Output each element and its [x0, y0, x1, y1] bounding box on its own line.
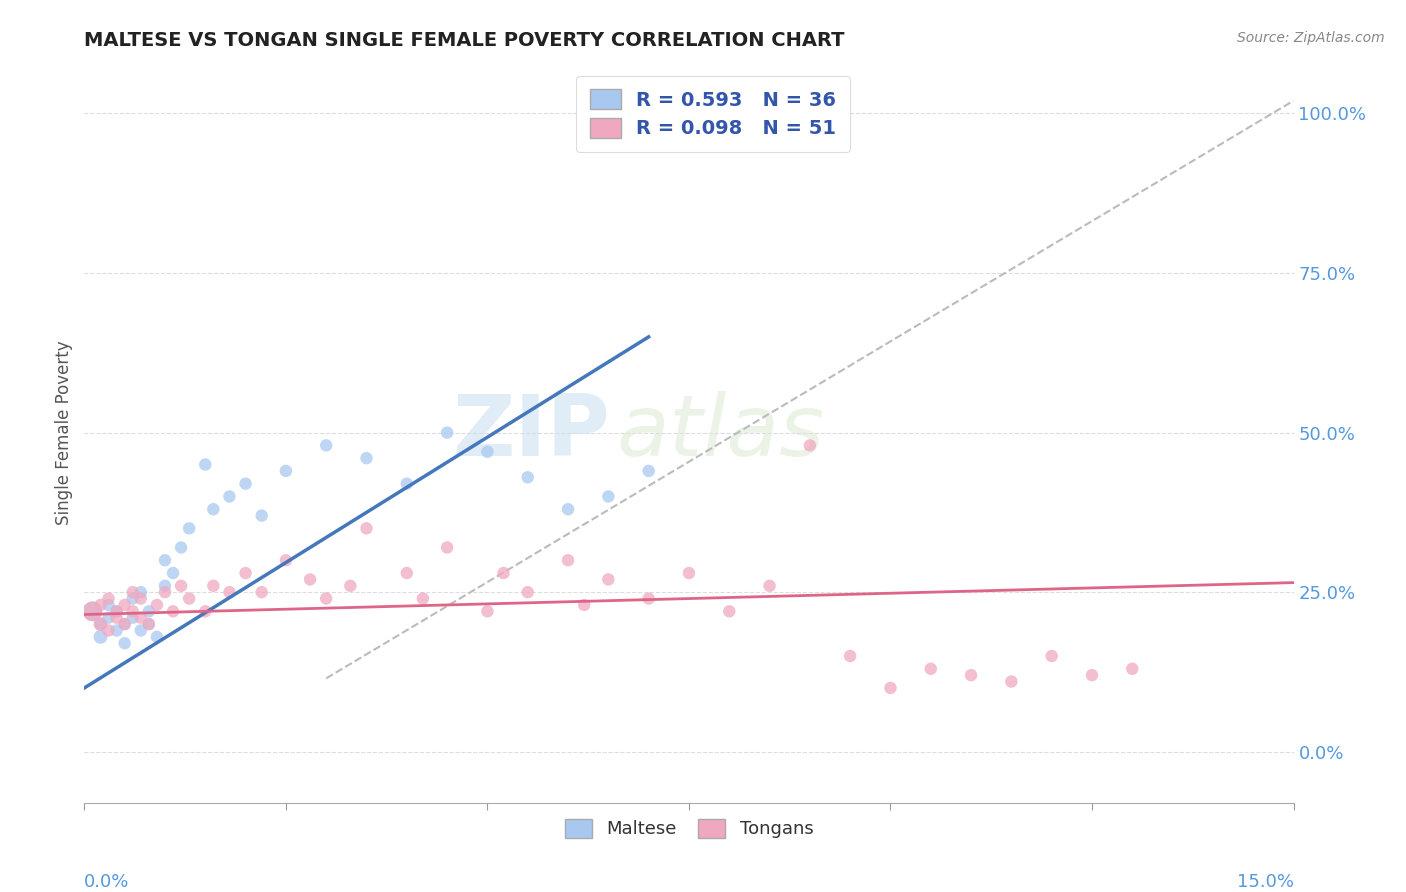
Text: atlas: atlas [616, 391, 824, 475]
Point [82, 604, 104, 618]
Point [598, 490, 620, 504]
Point [153, 553, 176, 567]
Point [235, 566, 257, 580]
Point [170, 579, 193, 593]
Point [162, 566, 184, 580]
Point [170, 541, 193, 555]
Point [557, 502, 579, 516]
Point [153, 579, 176, 593]
Point [395, 476, 418, 491]
Point [97, 598, 120, 612]
Point [718, 604, 741, 618]
Point [879, 681, 901, 695]
Text: Source: ZipAtlas.com: Source: ZipAtlas.com [1237, 31, 1385, 45]
Point [162, 604, 184, 618]
Point [395, 566, 418, 580]
Point [194, 458, 217, 472]
Point [179, 521, 201, 535]
Point [637, 464, 659, 478]
Point [516, 585, 538, 599]
Point [146, 630, 169, 644]
Point [114, 617, 136, 632]
Point [202, 502, 225, 516]
Point [121, 604, 143, 618]
Point [89, 617, 111, 632]
Point [129, 624, 152, 638]
Point [129, 611, 152, 625]
Point [678, 566, 700, 580]
Point [758, 579, 780, 593]
Point [138, 604, 160, 618]
Point [89, 617, 111, 632]
Point [138, 617, 160, 632]
Point [114, 636, 136, 650]
Point [146, 598, 169, 612]
Point [114, 598, 136, 612]
Point [82, 604, 104, 618]
Point [436, 541, 458, 555]
Legend: Maltese, Tongans: Maltese, Tongans [557, 812, 821, 846]
Point [105, 604, 128, 618]
Y-axis label: Single Female Poverty: Single Female Poverty [55, 341, 73, 524]
Point [1040, 648, 1063, 663]
Point [356, 451, 378, 466]
Point [274, 464, 297, 478]
Point [274, 553, 297, 567]
Point [105, 611, 128, 625]
Text: MALTESE VS TONGAN SINGLE FEMALE POVERTY CORRELATION CHART: MALTESE VS TONGAN SINGLE FEMALE POVERTY … [84, 30, 845, 50]
Point [114, 617, 136, 632]
Point [89, 630, 111, 644]
Point [299, 573, 322, 587]
Point [557, 553, 579, 567]
Point [97, 611, 120, 625]
Point [960, 668, 983, 682]
Point [179, 591, 201, 606]
Point [235, 476, 257, 491]
Point [839, 648, 862, 663]
Point [356, 521, 378, 535]
Text: ZIP: ZIP [453, 391, 610, 475]
Point [250, 508, 273, 523]
Point [477, 604, 499, 618]
Text: 0.0%: 0.0% [84, 873, 129, 891]
Point [572, 598, 595, 612]
Point [1081, 668, 1104, 682]
Point [138, 617, 160, 632]
Point [412, 591, 434, 606]
Point [492, 566, 515, 580]
Point [516, 470, 538, 484]
Point [1000, 674, 1022, 689]
Point [129, 585, 152, 599]
Point [97, 591, 120, 606]
Point [89, 598, 111, 612]
Text: 15.0%: 15.0% [1236, 873, 1294, 891]
Point [920, 662, 942, 676]
Point [315, 591, 337, 606]
Point [202, 579, 225, 593]
Point [105, 604, 128, 618]
Point [218, 490, 240, 504]
Point [477, 444, 499, 458]
Point [97, 624, 120, 638]
Point [799, 438, 821, 452]
Point [250, 585, 273, 599]
Point [153, 585, 176, 599]
Point [598, 573, 620, 587]
Point [339, 579, 361, 593]
Point [436, 425, 458, 440]
Point [121, 591, 143, 606]
Point [194, 604, 217, 618]
Point [315, 438, 337, 452]
Point [218, 585, 240, 599]
Point [1121, 662, 1143, 676]
Point [121, 585, 143, 599]
Point [129, 591, 152, 606]
Point [105, 624, 128, 638]
Point [121, 611, 143, 625]
Point [637, 591, 659, 606]
